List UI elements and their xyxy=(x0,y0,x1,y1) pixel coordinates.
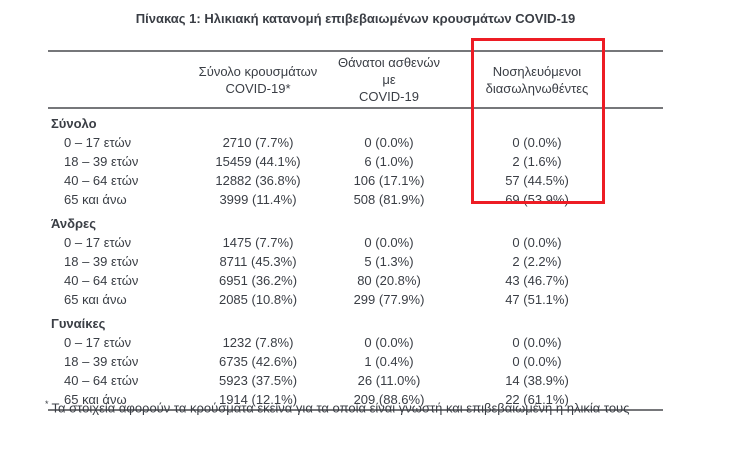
cell-cases: 6735 (42.6%) xyxy=(218,354,298,369)
table-title: Πίνακας 1: Ηλικιακή κατανομή επιβεβαιωμέ… xyxy=(135,11,576,26)
col-header-deaths-line1: Θάνατοι ασθενών με xyxy=(337,55,441,87)
table-row: 18 – 39 ετών 6735 (42.6%) 1 (0.4%) 0 (0.… xyxy=(48,352,663,371)
cell-cases: 3999 (11.4%) xyxy=(219,192,297,207)
section-label: Άνδρες xyxy=(51,216,96,231)
section-label: Σύνολο xyxy=(51,116,97,131)
table-row: 40 – 64 ετών 6951 (36.2%) 80 (20.8%) 43 … xyxy=(48,271,663,290)
table-row: 65 και άνω 1914 (12.1%) 209 (88.6%) 22 (… xyxy=(48,390,663,411)
cell-intubated: 47 (51.1%) xyxy=(505,292,569,307)
col-header-intubated-line2: διασωληνωθέντες xyxy=(485,80,589,96)
footnote-text: Τα στοιχεία αφορούν τα κρούσματα εκείνα … xyxy=(51,400,630,416)
cell-intubated: 69 (53.9%) xyxy=(505,192,569,207)
cell-intubated: 2 (2.2%) xyxy=(512,254,562,269)
cell-intubated: 2 (1.6%) xyxy=(512,154,562,169)
col-header-intubated-line1: Νοσηλευόμενοι xyxy=(492,63,582,79)
cell-age: 40 – 64 ετών xyxy=(64,373,139,388)
cell-age: 40 – 64 ετών xyxy=(64,273,139,288)
cell-age: 0 – 17 ετών xyxy=(64,335,132,350)
table-row: 0 – 17 ετών 1232 (7.8%) 0 (0.0%) 0 (0.0%… xyxy=(48,333,663,352)
col-header-intubated: Νοσηλευόμενοι διασωληνωθέντες xyxy=(444,50,630,109)
cell-cases: 6951 (36.2%) xyxy=(218,273,298,288)
table-row: 0 – 17 ετών 2710 (7.7%) 0 (0.0%) 0 (0.0%… xyxy=(48,133,663,152)
section-header-men: Άνδρες xyxy=(48,209,663,233)
cell-age: 18 – 39 ετών xyxy=(64,154,139,169)
table-row: 18 – 39 ετών 15459 (44.1%) 6 (1.0%) 2 (1… xyxy=(48,152,663,171)
cell-deaths: 6 (1.0%) xyxy=(364,154,414,169)
cell-cases: 1232 (7.8%) xyxy=(222,335,294,350)
cell-age: 40 – 64 ετών xyxy=(64,173,139,188)
cell-deaths: 508 (81.9%) xyxy=(353,192,425,207)
covid-age-distribution-table: Σύνολο κρουσμάτων COVID-19* Θάνατοι ασθε… xyxy=(48,50,663,411)
cell-intubated: 14 (38.9%) xyxy=(505,373,569,388)
col-header-deaths-line2: COVID-19 xyxy=(359,89,419,104)
cell-age: 18 – 39 ετών xyxy=(64,254,139,269)
col-header-empty xyxy=(48,50,182,109)
col-header-cases-line2: COVID-19* xyxy=(225,80,291,96)
cell-deaths: 0 (0.0%) xyxy=(364,335,414,350)
table-row: 65 και άνω 2085 (10.8%) 299 (77.9%) 47 (… xyxy=(48,290,663,309)
section-header-women: Γυναίκες xyxy=(48,309,663,333)
cell-intubated: 22 (61.1%) xyxy=(444,390,630,411)
cell-cases: 1914 (12.1%) xyxy=(182,390,334,411)
col-header-cases: Σύνολο κρουσμάτων COVID-19* xyxy=(182,50,334,109)
cell-cases: 8711 (45.3%) xyxy=(219,254,297,269)
cell-age: 65 και άνω xyxy=(64,192,127,207)
col-header-deaths: Θάνατοι ασθενών με COVID-19 xyxy=(334,50,444,109)
table-row: 40 – 64 ετών 5923 (37.5%) 26 (11.0%) 14 … xyxy=(48,371,663,390)
cell-intubated: 57 (44.5%) xyxy=(505,173,569,188)
cell-cases: 5923 (37.5%) xyxy=(218,373,298,388)
cell-deaths: 299 (77.9%) xyxy=(353,292,425,307)
cell-cases: 2710 (7.7%) xyxy=(222,135,294,150)
table-row: 40 – 64 ετών 12882 (36.8%) 106 (17.1%) 5… xyxy=(48,171,663,190)
cell-age: 65 και άνω xyxy=(64,292,127,307)
footnote: * Τα στοιχεία αφορούν τα κρούσματα εκείνα… xyxy=(45,399,685,415)
cell-deaths: 26 (11.0%) xyxy=(357,373,421,388)
cell-deaths: 1 (0.4%) xyxy=(364,354,414,369)
table-row: 65 και άνω 3999 (11.4%) 508 (81.9%) 69 (… xyxy=(48,190,663,209)
cell-intubated: 0 (0.0%) xyxy=(512,335,562,350)
cell-cases: 2085 (10.8%) xyxy=(218,292,298,307)
cell-intubated: 0 (0.0%) xyxy=(512,135,562,150)
cell-deaths: 0 (0.0%) xyxy=(364,235,414,250)
cell-deaths: 209 (88.6%) xyxy=(334,390,444,411)
footnote-marker: * xyxy=(45,399,49,409)
cell-age: 0 – 17 ετών xyxy=(64,235,132,250)
cell-intubated: 43 (46.7%) xyxy=(505,273,569,288)
cell-age: 0 – 17 ετών xyxy=(64,135,132,150)
cell-intubated: 0 (0.0%) xyxy=(512,354,562,369)
col-header-cases-line1: Σύνολο κρουσμάτων xyxy=(198,63,318,79)
header-row: Σύνολο κρουσμάτων COVID-19* Θάνατοι ασθε… xyxy=(48,50,663,109)
section-header-total: Σύνολο xyxy=(48,108,663,133)
cell-age: 65 και άνω xyxy=(48,390,182,411)
cell-cases: 15459 (44.1%) xyxy=(215,154,301,169)
cell-deaths: 106 (17.1%) xyxy=(353,173,425,188)
cell-cases: 1475 (7.7%) xyxy=(222,235,294,250)
col-header-filler xyxy=(630,50,663,109)
cell-deaths: 0 (0.0%) xyxy=(364,135,414,150)
cell-deaths: 80 (20.8%) xyxy=(357,273,421,288)
section-label: Γυναίκες xyxy=(51,316,106,331)
cell-intubated: 0 (0.0%) xyxy=(512,235,562,250)
cell-deaths: 5 (1.3%) xyxy=(364,254,414,269)
cell-cases: 12882 (36.8%) xyxy=(215,173,301,188)
table-row: 0 – 17 ετών 1475 (7.7%) 0 (0.0%) 0 (0.0%… xyxy=(48,233,663,252)
table-row: 18 – 39 ετών 8711 (45.3%) 5 (1.3%) 2 (2.… xyxy=(48,252,663,271)
cell-age: 18 – 39 ετών xyxy=(64,354,139,369)
